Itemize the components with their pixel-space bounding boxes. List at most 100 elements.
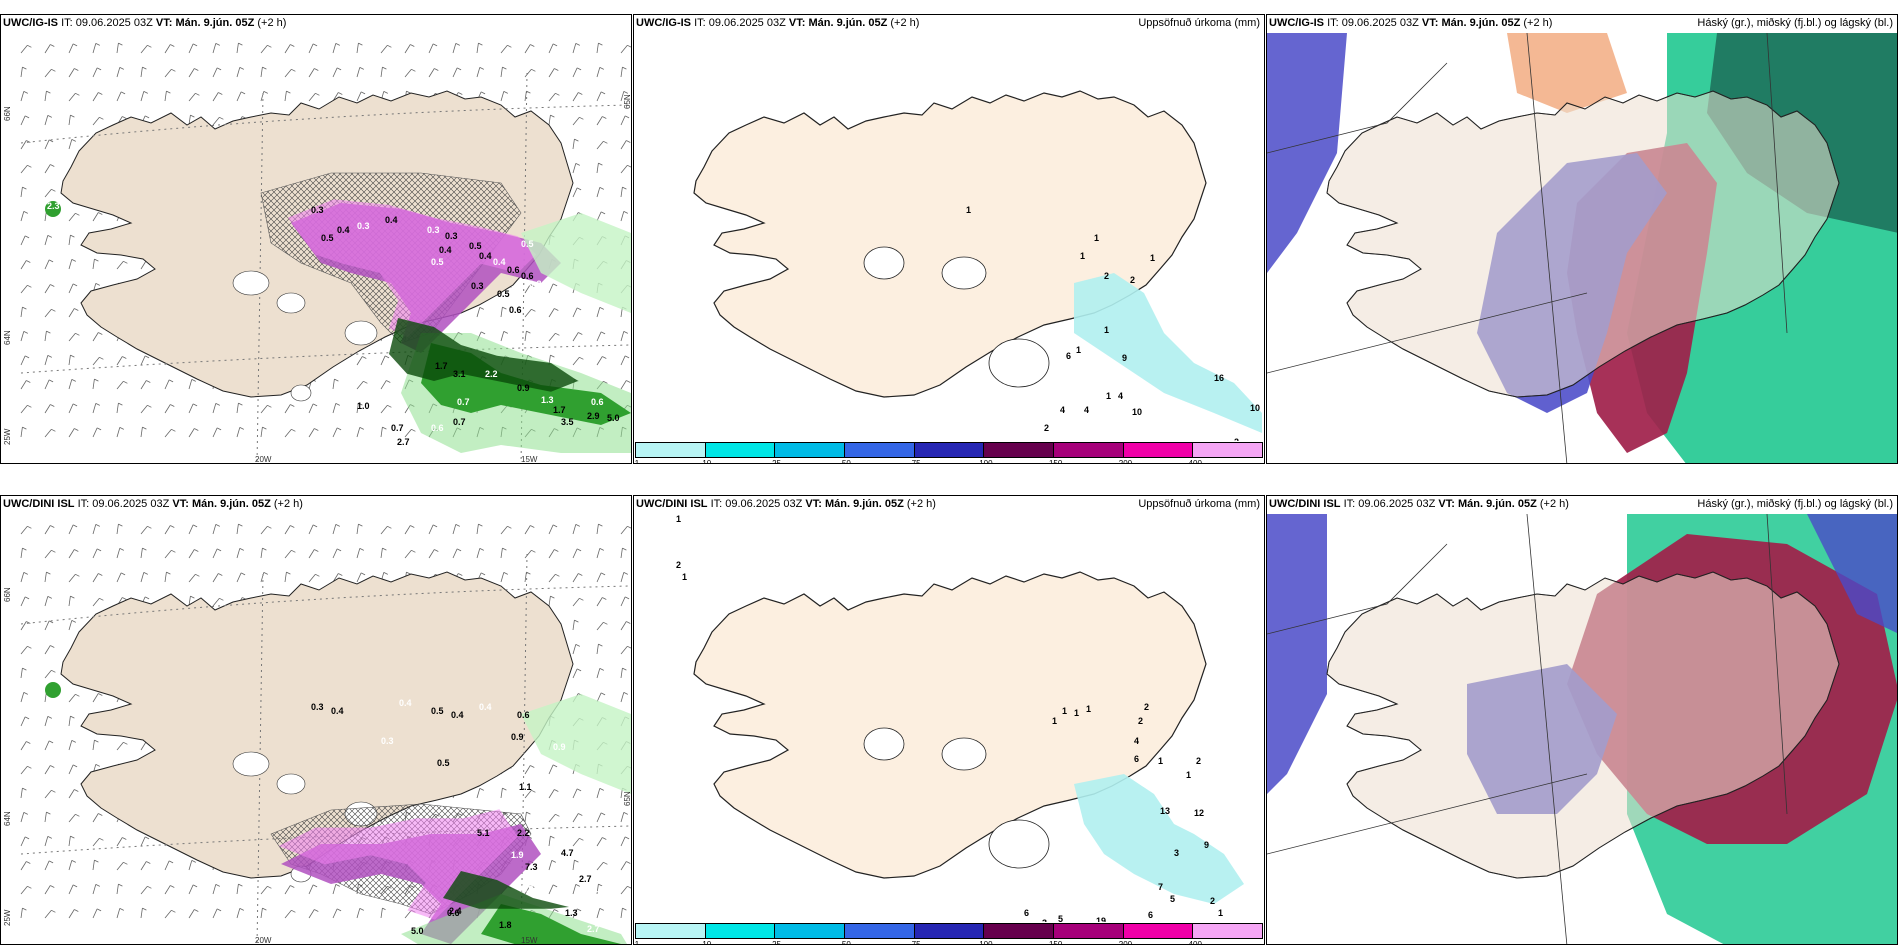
- colorbar-tick: 25: [772, 459, 781, 464]
- panel-header: UWC/DINI ISL IT: 09.06.2025 03Z VT: Mán.…: [3, 498, 303, 510]
- wind-barb-flag: [599, 548, 604, 551]
- wind-barb: [596, 862, 604, 871]
- wind-barb-flag: [98, 212, 103, 215]
- wind-barb: [44, 309, 52, 318]
- colorbar-tick: 200: [1118, 940, 1133, 945]
- wind-barb: [404, 525, 411, 535]
- wind-barb-flag: [191, 379, 196, 382]
- wind-barb: [92, 403, 97, 414]
- wind-barb-flag: [626, 140, 631, 143]
- wind-barb: [236, 427, 241, 438]
- accumulated-precip-map[interactable]: 1211111224612113123975663519321: [634, 514, 1265, 922]
- wind-barb-flag: [458, 92, 463, 95]
- lat-label: 66N: [3, 587, 12, 602]
- precip-value-label: 2.2: [517, 828, 530, 838]
- wind-barb-flag: [216, 908, 222, 912]
- wind-barb-flag: [336, 427, 342, 431]
- wind-barb: [44, 812, 47, 823]
- accum-value-label: 5: [1058, 914, 1063, 922]
- wind-barb: [140, 886, 148, 895]
- wind-barb: [596, 692, 602, 703]
- wind-barb: [20, 886, 28, 895]
- wind-barb: [308, 43, 314, 54]
- wind-barb: [308, 909, 315, 919]
- precip-value-label: 0.4: [399, 698, 412, 708]
- wind-barb: [20, 812, 25, 823]
- accumulated-precip-map[interactable]: 1111221169164414102102: [634, 33, 1265, 441]
- wind-barb: [20, 836, 26, 847]
- precip-value-label: 1.0: [357, 401, 370, 411]
- panel-header: UWC/IG-IS IT: 09.06.2025 03Z VT: Mán. 9.…: [3, 17, 287, 29]
- wind-barb-flag: [555, 813, 560, 817]
- wind-barb: [476, 788, 481, 799]
- precip-value-label: 0.6: [517, 710, 530, 720]
- wind-barb-flag: [358, 42, 363, 46]
- wind-barb-flag: [599, 788, 604, 791]
- panel-title: Uppsöfnuð úrkoma (mm): [1138, 17, 1260, 29]
- wind-barb: [620, 836, 626, 847]
- accum-value-label: 3: [1042, 918, 1047, 922]
- accum-value-label: 1: [1074, 708, 1079, 718]
- wind-precip-map[interactable]: 2.3 0.30.40.30.50.4 0.30.30.40.50.50.40.40…: [1, 33, 632, 464]
- glacier: [863, 727, 905, 761]
- wind-barb-flag: [143, 572, 148, 575]
- wind-barb-flag: [575, 884, 580, 887]
- precip-value-label: 0.5: [431, 257, 444, 267]
- colorbar-cell: [775, 443, 846, 457]
- wind-barb-flag: [119, 548, 124, 551]
- colorbar-cell: [775, 924, 846, 938]
- wind-barb: [92, 884, 97, 895]
- wind-barb-flag: [603, 621, 608, 625]
- wind-barb: [140, 67, 143, 78]
- wind-barb-flag: [51, 549, 56, 553]
- precip-value-label: 0.9: [511, 732, 524, 742]
- wind-barb: [44, 525, 51, 535]
- wind-barb: [596, 788, 601, 799]
- wind-barb-flag: [95, 403, 100, 406]
- wind-barb: [68, 308, 75, 318]
- wind-barb-flag: [314, 68, 319, 71]
- wind-barb: [212, 524, 217, 535]
- wind-barb: [572, 117, 580, 126]
- wind-barb-flag: [192, 403, 198, 407]
- wind-barb-flag: [120, 91, 126, 95]
- wind-barb-flag: [46, 571, 51, 575]
- colorbar-cell: [636, 443, 706, 457]
- wind-barb-flag: [479, 548, 484, 551]
- wind-barb: [68, 620, 73, 631]
- wind-precip-map[interactable]: 1.0 0.3 0.4 0.4 0.5 0.4 0.4 0.6 0.9 0.3 0.5 1.1 0.9 5…: [1, 514, 632, 945]
- wind-barb: [44, 645, 51, 655]
- wind-barb-flag: [70, 835, 75, 839]
- wind-barb: [140, 45, 148, 54]
- wind-barb-flag: [48, 860, 54, 864]
- wind-barb-flag: [23, 211, 28, 214]
- wind-barb: [356, 427, 361, 438]
- wind-barb: [188, 379, 193, 390]
- wind-barb-flag: [480, 331, 486, 335]
- wind-barb: [212, 403, 217, 414]
- cloud-cover-map[interactable]: [1267, 33, 1898, 464]
- wind-barb-flag: [626, 861, 631, 864]
- precip-value-label: 1.9: [511, 850, 524, 860]
- wind-barb: [68, 740, 73, 751]
- wind-barb-flag: [47, 716, 52, 719]
- cloud-cover-map[interactable]: [1267, 514, 1898, 945]
- wind-barb-flag: [23, 91, 28, 94]
- wind-barb-flag: [312, 403, 318, 407]
- wind-barb: [428, 68, 435, 78]
- wind-barb: [188, 884, 194, 895]
- wind-barb-flag: [95, 884, 100, 887]
- wind-barb: [236, 524, 239, 535]
- wind-barb: [20, 861, 27, 871]
- colorbar-cell: [845, 443, 915, 457]
- precip-value-label: 0.4: [479, 702, 492, 712]
- lon-label: 15W: [521, 455, 538, 464]
- wind-barb-flag: [71, 139, 76, 142]
- wind-barb: [140, 572, 145, 583]
- wind-barb-flag: [171, 549, 176, 553]
- wind-barb: [44, 740, 50, 751]
- wind-barb: [68, 259, 73, 270]
- wind-barb-flag: [578, 332, 583, 335]
- wind-barb-flag: [575, 163, 580, 166]
- wind-barb: [380, 526, 388, 535]
